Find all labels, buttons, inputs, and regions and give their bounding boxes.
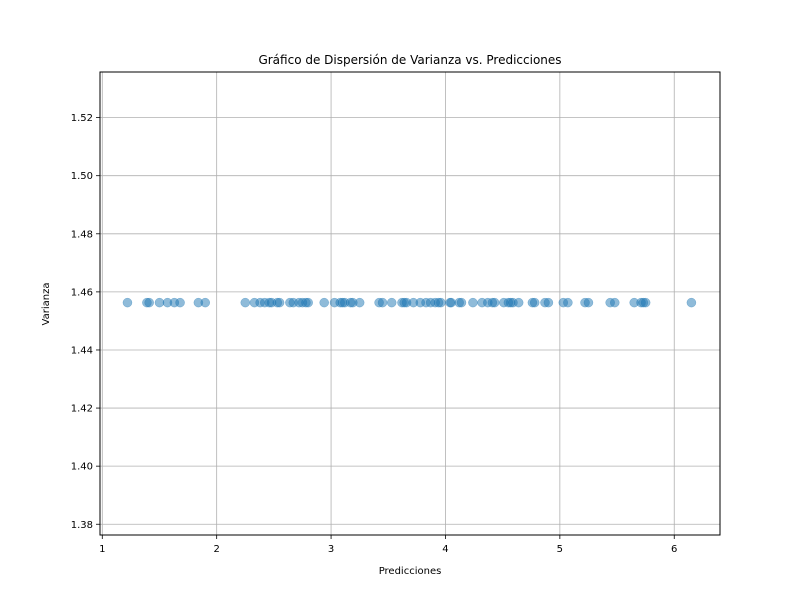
y-tick-label: 1.42 <box>71 404 93 415</box>
data-point <box>610 297 620 308</box>
y-tick-label: 1.40 <box>71 462 93 473</box>
data-point <box>377 297 388 308</box>
data-point <box>583 297 594 308</box>
data-point <box>446 297 456 308</box>
data-point <box>386 297 397 308</box>
data-point <box>456 297 467 308</box>
data-point <box>175 297 185 308</box>
x-tick-label: 2 <box>213 544 219 555</box>
data-point <box>122 297 133 308</box>
x-tick-label: 6 <box>671 544 677 555</box>
data-point <box>468 297 478 308</box>
data-point <box>319 297 329 308</box>
x-tick-label: 5 <box>557 544 563 555</box>
data-points <box>122 297 697 308</box>
data-point <box>513 297 524 308</box>
plot-frame <box>99 71 721 536</box>
data-point <box>144 297 154 308</box>
y-tick-label: 1.44 <box>71 345 93 356</box>
y-axis-label: Varianza <box>41 283 52 326</box>
x-axis-label: Predicciones <box>379 566 442 577</box>
x-tick-label: 3 <box>328 544 334 555</box>
data-point <box>154 297 165 308</box>
x-tick-label: 4 <box>442 544 448 555</box>
y-tick-label: 1.48 <box>71 229 93 240</box>
data-point <box>640 297 651 308</box>
y-tick-label: 1.50 <box>71 171 93 182</box>
data-point <box>436 297 446 308</box>
y-tick-label: 1.38 <box>71 520 93 531</box>
data-point <box>200 297 210 308</box>
x-axis-ticks: 1 2 3 4 5 6 <box>99 535 677 555</box>
y-axis-ticks: 1.38 1.40 1.42 1.44 1.46 1.48 1.50 1.52 <box>71 113 100 531</box>
data-point <box>354 297 365 308</box>
data-point <box>563 297 573 308</box>
data-point <box>543 297 554 308</box>
data-point <box>686 297 697 308</box>
chart-title: Gráfico de Dispersión de Varianza vs. Pr… <box>258 53 561 67</box>
x-tick-label: 1 <box>99 544 105 555</box>
data-point <box>489 297 500 308</box>
data-point <box>529 297 540 308</box>
data-point <box>240 297 251 308</box>
data-point <box>303 297 313 308</box>
y-tick-label: 1.52 <box>71 113 93 124</box>
data-point <box>274 297 285 308</box>
y-tick-label: 1.46 <box>71 287 93 298</box>
